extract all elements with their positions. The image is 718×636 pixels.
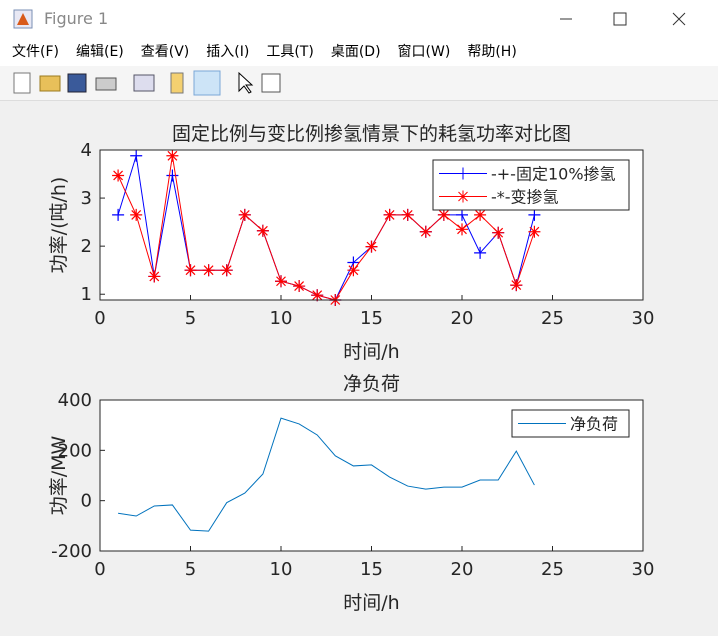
y-axis-label: 功率/(吨/h) (48, 177, 70, 274)
marker (311, 289, 324, 302)
marker (528, 225, 541, 238)
marker (401, 208, 414, 221)
x-tick-label: 0 (94, 559, 105, 580)
x-tick-label: 25 (541, 308, 564, 329)
y-tick-label: 1 (81, 284, 92, 305)
legend-label: 净负荷 (570, 415, 618, 434)
marker (202, 264, 215, 277)
x-axis-label: 时间/h (343, 592, 399, 614)
x-tick-label: 5 (185, 308, 196, 329)
menu-item[interactable]: 编辑(E) (75, 44, 124, 60)
axes-box (99, 149, 644, 301)
x-tick-label: 10 (270, 308, 293, 329)
marker (293, 280, 306, 293)
y-axis-label: 功率/MW (48, 436, 70, 516)
legend-marker (457, 190, 469, 203)
menu-bar: 文件(F) 编辑(E) 查看(V) 插入(I) 工具(T) 桌面(D) 窗口(W) 帮助(H) (0, 38, 718, 66)
x-tick-label: 30 (632, 308, 655, 329)
marker (275, 275, 287, 288)
marker (112, 208, 125, 221)
x-tick-label: 20 (451, 559, 474, 580)
marker (130, 208, 143, 221)
menu-item[interactable]: 插入(I) (206, 44, 250, 60)
y-tick-label: 400 (58, 390, 92, 411)
marker (365, 240, 378, 253)
print-icon[interactable] (95, 77, 117, 91)
y-tick-label: 2 (81, 236, 92, 257)
y-tick-label: 3 (81, 188, 92, 209)
marker (383, 208, 396, 221)
marker (474, 246, 487, 259)
legend-label: -*-变掺氢 (491, 188, 559, 207)
x-tick-label: 20 (451, 308, 474, 329)
plot-area: 0 5 10 15 20 25 30 1 2 3 4 固定比例与变比例掺氢情景下的耗氢功率对比图时间/… (48, 123, 655, 614)
x-tick-label: 5 (185, 559, 196, 580)
marker (112, 169, 125, 182)
legend-marker (457, 167, 469, 180)
marker (130, 149, 143, 162)
legend-label: -+-固定10%掺氢 (491, 165, 616, 184)
colorbar-icon[interactable] (170, 72, 184, 94)
marker (474, 208, 487, 221)
chart-title: 固定比例与变比例掺氢情景下的耗氢功率对比图 (172, 123, 571, 145)
x-tick-label: 0 (94, 308, 105, 329)
app-icon-shape (17, 13, 29, 25)
toolbar-icons (13, 70, 281, 96)
marker (166, 149, 179, 162)
marker (184, 264, 197, 277)
y-tick-label: 4 (81, 140, 92, 161)
menu-item[interactable]: 桌面(D) (330, 44, 381, 60)
maximize-button[interactable] (613, 12, 627, 26)
x-tick-label: 25 (541, 559, 564, 580)
marker (437, 208, 450, 221)
marker (456, 223, 468, 236)
menu-item[interactable]: 文件(F) (12, 44, 59, 60)
toolbar (0, 66, 718, 101)
window-title: Figure 1 (44, 9, 109, 28)
marker (238, 208, 251, 221)
marker (347, 264, 360, 277)
marker (492, 226, 505, 239)
new-icon[interactable] (13, 72, 31, 94)
link-icon[interactable] (133, 74, 155, 92)
property-icon[interactable] (261, 73, 281, 93)
menu-item[interactable]: 帮助(H) (467, 44, 517, 60)
close-button[interactable] (672, 12, 686, 26)
y-tick-label: 0 (81, 491, 92, 512)
y-tick-label: 200 (58, 440, 92, 461)
legend-box (511, 409, 630, 438)
marker (419, 225, 432, 238)
menu-item[interactable]: 窗口(W) (397, 44, 451, 60)
chart-title: 净负荷 (343, 373, 400, 395)
marker (510, 279, 523, 292)
series-line (118, 417, 535, 532)
x-tick-label: 15 (360, 308, 383, 329)
pointer-icon[interactable] (238, 71, 254, 94)
title-icons (13, 9, 686, 29)
x-tick-label: 30 (632, 559, 655, 580)
marker (220, 264, 233, 277)
marker (256, 224, 269, 237)
save-icon[interactable] (67, 73, 87, 93)
x-axis-label: 时间/h (343, 341, 399, 363)
marker (456, 208, 468, 221)
menu-item[interactable]: 工具(T) (266, 44, 314, 60)
menu-item[interactable]: 查看(V) (140, 44, 190, 60)
open-icon[interactable] (39, 75, 61, 92)
legend-box (432, 159, 630, 211)
title-bar: Figure 1 (0, 0, 718, 38)
legend-icon[interactable] (193, 70, 221, 96)
x-tick-label: 15 (360, 559, 383, 580)
marker (148, 270, 161, 283)
axes-box (99, 399, 644, 552)
marker (166, 169, 179, 182)
marker (528, 208, 541, 221)
x-tick-label: 10 (270, 559, 293, 580)
y-tick-label: -200 (51, 541, 92, 562)
